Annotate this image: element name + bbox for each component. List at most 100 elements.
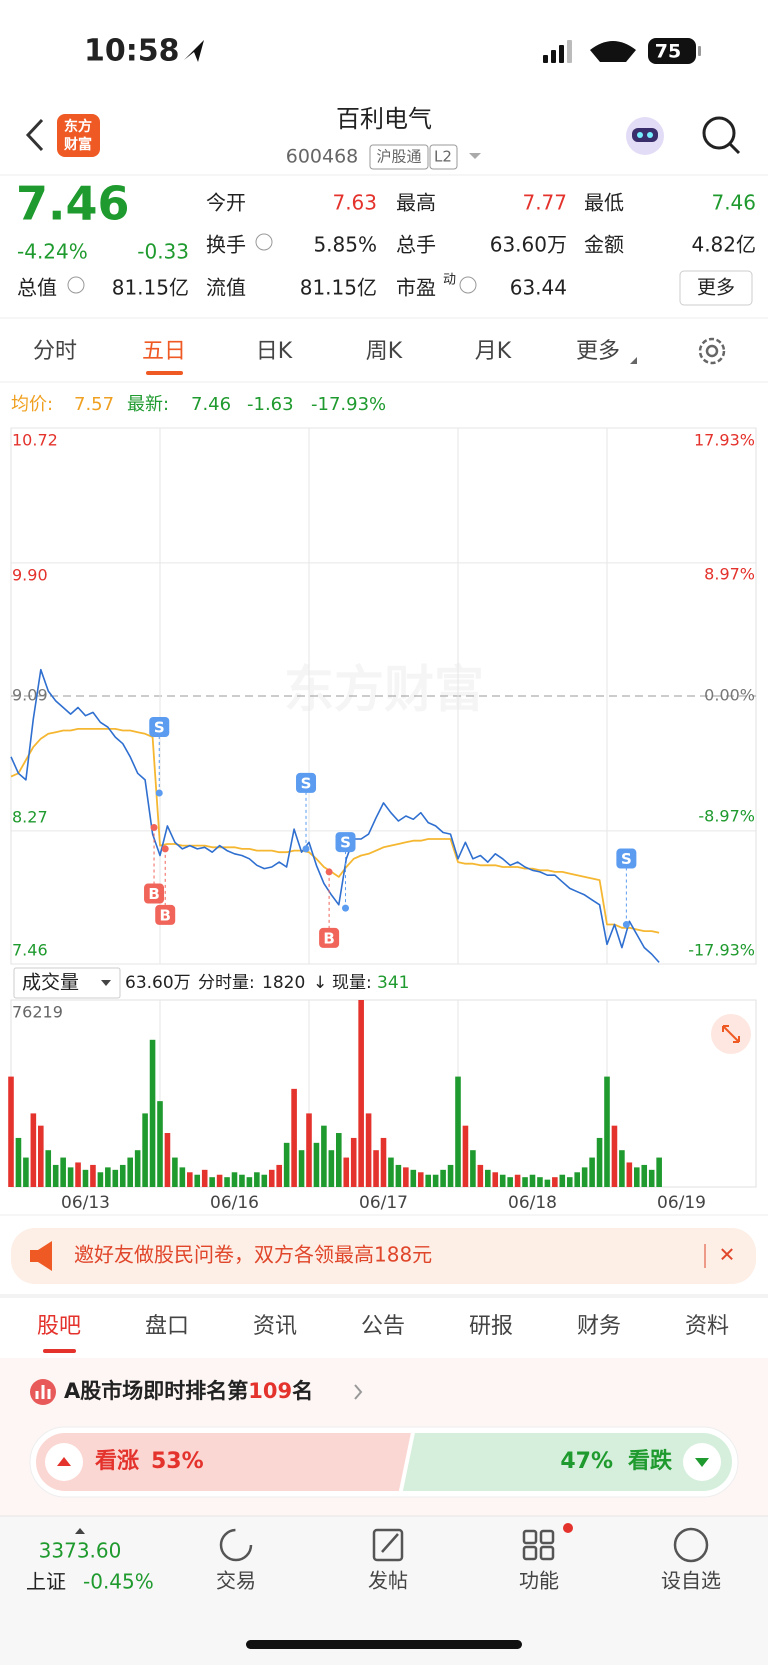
dropdown-caret[interactable] (469, 153, 481, 159)
price-chart: 10.72 9.90 9.09 8.27 7.46 17.93% 8.97% 0.00% -8.… (10, 427, 756, 965)
promo-banner[interactable] (11, 1228, 756, 1284)
stat-label: 金额 (584, 233, 624, 257)
current-volume-label: 现量: (332, 973, 372, 993)
logo-text: 东方 (64, 118, 92, 135)
period-tab[interactable]: 分时 (33, 339, 77, 364)
y-tick-label: 9.09 (12, 686, 48, 705)
volume-bar (485, 1169, 491, 1187)
volume-bar (209, 1177, 215, 1187)
down-arrow (695, 1458, 709, 1467)
trade-badge-label: S (340, 834, 351, 852)
stat-value: 4.82亿 (691, 233, 756, 257)
index-caret (75, 1528, 85, 1534)
nav-item[interactable]: 功能 (519, 1569, 559, 1593)
volume-selector[interactable] (13, 967, 121, 999)
volume-bar (90, 1164, 96, 1187)
minute-volume-label: 分时量: (198, 973, 255, 993)
last-price: 7.46 (16, 177, 130, 231)
volume-bar (343, 1157, 350, 1187)
avg-label: 均价: (11, 394, 53, 415)
badge (369, 144, 429, 170)
volume-bar (231, 1172, 238, 1187)
y-tick-label: 10.72 (12, 431, 58, 450)
index-value[interactable]: 3373.60 (39, 1539, 122, 1563)
volume-bar (455, 1076, 461, 1187)
trade-badge-label: S (621, 850, 632, 868)
assistant-icon[interactable] (626, 117, 664, 155)
trade-point (342, 904, 350, 912)
trade-point (161, 845, 169, 853)
y2-tick-label: 17.93% (694, 431, 755, 450)
badge-text: L2 (434, 148, 452, 166)
y-tick-label: 7.46 (12, 941, 48, 960)
nav-item[interactable]: 交易 (216, 1569, 256, 1593)
info-icon[interactable] (67, 276, 85, 294)
trade-point (325, 868, 333, 876)
stat-label: 流值 (206, 276, 246, 300)
battery-tip (698, 46, 701, 56)
content-tab[interactable]: 盘口 (145, 1314, 189, 1339)
badge-text: 沪股通 (376, 148, 421, 166)
volume-bar (470, 1150, 476, 1187)
content-tab[interactable]: 研报 (469, 1314, 513, 1339)
volume-bar (261, 1174, 268, 1187)
section-gap (0, 1294, 768, 1298)
volume-bar (462, 1125, 469, 1187)
volume-bar (142, 1113, 148, 1187)
sentiment-down-bar[interactable] (402, 1433, 732, 1491)
volume-bar (365, 1113, 372, 1187)
volume-bar (596, 1137, 603, 1187)
nav-item[interactable]: 发帖 (368, 1569, 408, 1593)
period-tab[interactable]: 月K (475, 339, 512, 364)
info-icon[interactable] (459, 276, 477, 294)
volume-bar (589, 1157, 595, 1187)
content-tab-active[interactable]: 股吧 (37, 1314, 81, 1339)
last-change-pct: -17.93% (311, 394, 386, 415)
ranking-number: 109 (248, 1379, 292, 1403)
y2-tick-label: 0.00% (704, 686, 755, 705)
content-tab[interactable]: 财务 (577, 1314, 621, 1339)
more-button[interactable] (679, 270, 753, 306)
volume-bar (254, 1172, 260, 1187)
volume-bar (492, 1172, 499, 1187)
index-name[interactable]: 上证 (26, 1570, 66, 1594)
volume-bar (105, 1167, 111, 1187)
volume-bar (626, 1162, 633, 1187)
promo-text[interactable]: 邀好友做股民问卷，双方各领最高188元 (74, 1243, 432, 1267)
stat-label: 总手 (396, 233, 436, 257)
volume-bar (514, 1174, 521, 1187)
sentiment-up-bar[interactable] (36, 1433, 411, 1491)
change-pct: -4.24% (17, 240, 88, 264)
back-button[interactable] (25, 118, 44, 152)
settings-button[interactable] (698, 337, 726, 365)
period-tab-active[interactable]: 五日 (142, 339, 186, 364)
y2-tick-label: 8.97% (704, 564, 755, 583)
volume-bar (172, 1157, 178, 1187)
volume-bar (306, 1113, 312, 1187)
volume-selector-text[interactable]: 成交量 (22, 972, 79, 994)
trade-point (622, 921, 630, 929)
content-tab[interactable]: 公告 (361, 1314, 405, 1339)
period-tab[interactable]: 日K (256, 339, 293, 364)
volume-bar (395, 1164, 402, 1187)
content-tab[interactable]: 资料 (685, 1314, 729, 1339)
trade-point (155, 789, 163, 797)
app-logo (57, 114, 100, 157)
period-tab[interactable]: 周K (366, 339, 403, 364)
volume-bar (388, 1157, 394, 1187)
nav-item[interactable]: 设自选 (661, 1569, 721, 1593)
index-change[interactable]: -0.45% (83, 1570, 154, 1594)
ranking-text[interactable]: A股市场即时排名第109名 (64, 1379, 313, 1403)
period-tab[interactable]: 更多 (576, 339, 620, 364)
badge (429, 144, 458, 170)
banner-close[interactable]: ✕ (719, 1243, 736, 1267)
volume-bar (641, 1164, 648, 1187)
more-button-text[interactable]: 更多 (697, 277, 735, 299)
stat-value: 63.60万 (490, 233, 567, 257)
last-value: 7.46 (191, 394, 231, 415)
stat-value: 7.63 (332, 191, 377, 215)
content-tab[interactable]: 资讯 (253, 1314, 297, 1339)
search-button[interactable] (702, 116, 741, 155)
info-icon[interactable] (255, 233, 273, 251)
